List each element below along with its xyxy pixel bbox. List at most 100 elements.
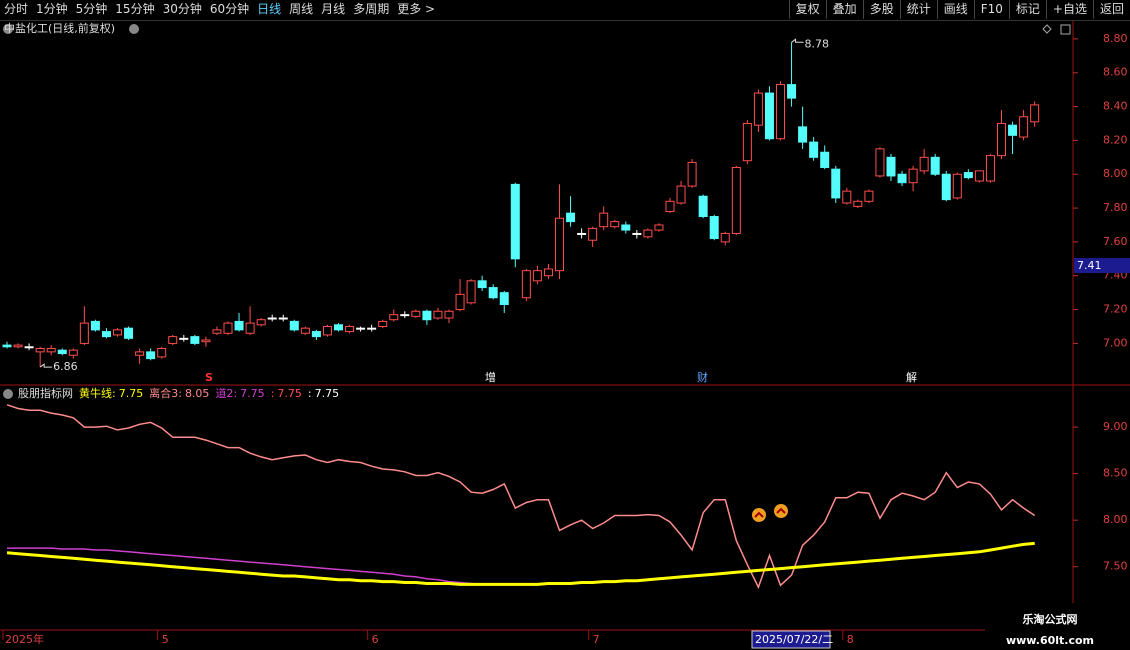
tab[interactable]: 60分钟 — [209, 2, 250, 16]
candle-body — [963, 172, 973, 179]
indicator-line — [6, 541, 1035, 586]
menu-icon[interactable] — [3, 24, 13, 34]
y-tick-label: 9.00 — [1103, 420, 1128, 433]
y-tick-label: 8.60 — [1103, 66, 1128, 79]
legend-value: 7.75 — [315, 387, 340, 400]
y-tick-label: 7.80 — [1103, 201, 1128, 214]
candle-body — [709, 216, 719, 240]
event-mark[interactable]: 增 — [485, 370, 496, 384]
menu-icon[interactable] — [3, 389, 13, 399]
candle-body — [334, 324, 343, 331]
candle-body — [300, 327, 310, 334]
watermark-name: 乐淘公式网 — [1023, 612, 1078, 626]
tab[interactable]: 周线 — [289, 2, 314, 16]
tool-button[interactable]: +自选 — [1045, 0, 1093, 19]
candle-body — [267, 317, 277, 320]
tool-button[interactable]: 多股 — [862, 0, 900, 19]
watermark-url: www.60lt.com — [1006, 634, 1094, 647]
candle-body — [665, 200, 675, 212]
candle-body — [488, 287, 498, 299]
tab[interactable]: 月线 — [321, 2, 346, 16]
tool-button[interactable]: 叠加 — [825, 0, 863, 19]
candle-body — [57, 349, 67, 355]
tool-button[interactable]: 画线 — [936, 0, 974, 19]
high-pointer — [791, 38, 804, 43]
candle-body — [444, 310, 454, 319]
candle-body — [632, 232, 642, 235]
candle-body — [521, 270, 531, 299]
legend-name: 黄牛线: — [79, 386, 116, 400]
tool-button[interactable]: 复权 — [788, 0, 826, 19]
legend-name: 离合3: — [149, 386, 182, 400]
candle-body — [433, 310, 443, 319]
event-mark[interactable]: 财 — [697, 370, 708, 384]
candle-body — [68, 349, 78, 356]
candle-body — [787, 84, 797, 99]
tab[interactable]: 多周期 — [353, 2, 390, 16]
candle-body — [985, 155, 995, 182]
tool-button[interactable]: 返回 — [1092, 0, 1130, 19]
y-tick-label: 7.20 — [1103, 303, 1128, 316]
legend-name: 道2: — [215, 386, 237, 400]
window-icon[interactable] — [1060, 24, 1071, 35]
tab[interactable]: 1分钟 — [36, 2, 68, 16]
x-tick-label: 7 — [593, 633, 600, 646]
candle-body — [278, 317, 288, 320]
y-tick-label: 7.50 — [1103, 560, 1128, 573]
y-tick-label: 8.40 — [1103, 100, 1128, 113]
candle-body — [157, 347, 167, 358]
tab[interactable]: 更多 > — [397, 2, 436, 16]
candle-body — [731, 166, 741, 234]
tab[interactable]: 15分钟 — [115, 2, 155, 16]
candle-body — [212, 329, 222, 334]
low-label: 6.86 — [53, 360, 78, 373]
tab[interactable]: 分时 — [4, 2, 29, 16]
candle-body — [952, 173, 962, 199]
candle-body — [422, 310, 432, 321]
tool-button[interactable]: 标记 — [1008, 0, 1046, 19]
candle-body — [234, 320, 244, 331]
tool-button[interactable]: F10 — [973, 0, 1009, 19]
candle-body — [245, 322, 255, 334]
tab[interactable]: 日线 — [257, 2, 282, 16]
candle-body — [566, 212, 576, 223]
x-tick-label: 6 — [372, 633, 379, 646]
cursor-date: 2025/07/22/二 — [755, 633, 833, 646]
candle-body — [820, 151, 830, 168]
legend-value: 7.75 — [240, 387, 265, 400]
candle-body — [46, 347, 56, 353]
event-mark[interactable]: 解 — [906, 370, 917, 384]
period-tabs: 分时 1分钟 5分钟 15分钟 30分钟 60分钟 日线 周线 月线 多周期 更多 > — [0, 0, 439, 20]
event-mark[interactable]: S — [205, 371, 213, 384]
candle-body — [168, 336, 178, 344]
diamond-icon[interactable] — [1042, 24, 1052, 34]
candle-body — [875, 148, 885, 177]
tool-buttons: 复权 叠加 多股 统计 画线 F10 标记 +自选 返回 — [788, 0, 1130, 20]
candle-body — [1030, 104, 1040, 123]
candle-body — [532, 270, 542, 282]
y-tick-label: 8.00 — [1103, 513, 1128, 526]
candle-body — [588, 227, 598, 241]
toolbar: 分时 1分钟 5分钟 15分钟 30分钟 60分钟 日线 周线 月线 多周期 更多 > 复权 叠加 多股… — [0, 0, 1130, 21]
candle-body — [555, 217, 564, 272]
tool-button[interactable]: 统计 — [899, 0, 937, 19]
candle-body — [201, 339, 211, 343]
chart-title: 中盐化工(日线,前复权) — [4, 21, 115, 35]
dropdown-icon[interactable] — [129, 24, 139, 34]
x-tick-label: 8 — [847, 633, 854, 646]
candle-body — [798, 126, 808, 143]
candle-body — [897, 173, 907, 184]
candle-body — [124, 327, 134, 339]
tab[interactable]: 5分钟 — [75, 2, 108, 16]
candle-body — [79, 322, 89, 344]
candle-body — [345, 325, 355, 333]
x-tick-label: 5 — [162, 633, 169, 646]
candle-body — [853, 200, 863, 207]
candle-body — [289, 320, 299, 331]
candle-body — [35, 347, 45, 353]
tab[interactable]: 30分钟 — [162, 2, 202, 16]
y-tick-label: 8.50 — [1103, 467, 1128, 480]
candle-body — [997, 122, 1006, 157]
candle-body — [256, 319, 266, 326]
